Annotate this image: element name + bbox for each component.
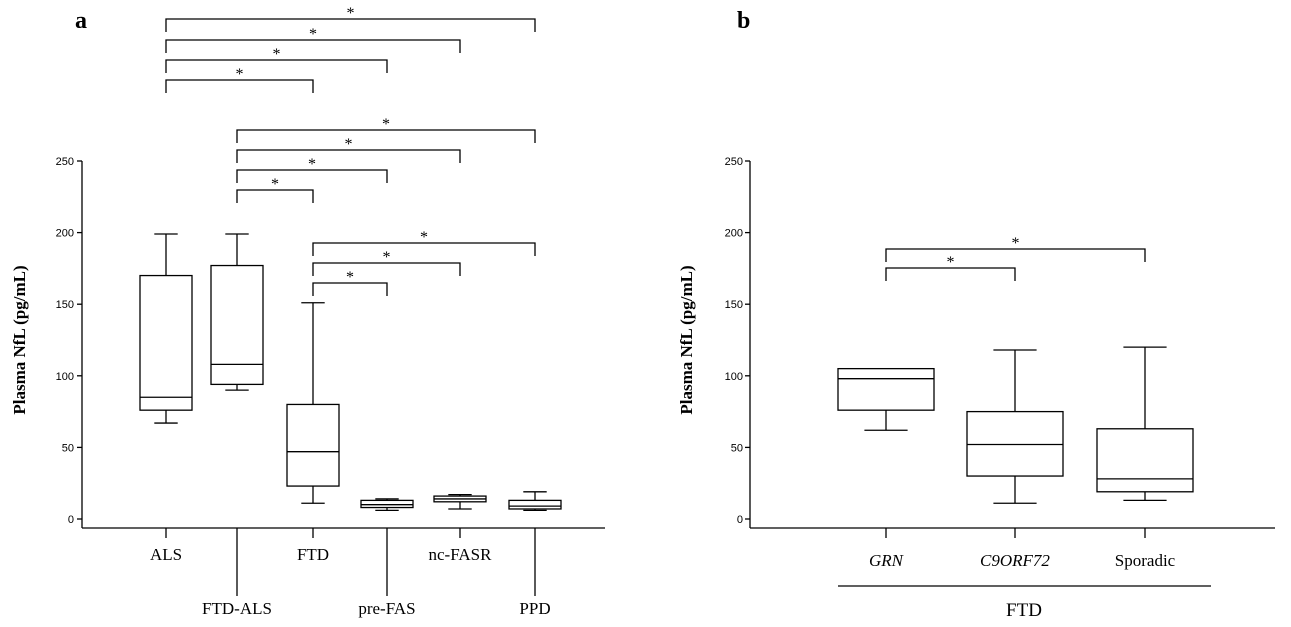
significance-bracket: * [312, 269, 388, 296]
category-label: C9ORF72 [980, 551, 1050, 570]
bracket-line [312, 282, 388, 296]
bracket-line [885, 267, 1016, 281]
bracket-line [312, 242, 536, 256]
significance-star: * [345, 136, 353, 153]
bracket-line [165, 18, 536, 32]
y-tick-label: 200 [725, 228, 743, 240]
y-tick-label: 250 [725, 156, 743, 168]
box-Sporadic [1096, 346, 1194, 502]
panel-b-boxes [837, 346, 1194, 504]
category-label: GRN [869, 551, 905, 570]
bracket-line [236, 129, 536, 143]
box-PPD [508, 491, 562, 512]
significance-bracket: * [885, 254, 1016, 281]
category-label: nc-FASR [429, 545, 493, 564]
significance-star: * [1012, 235, 1020, 252]
significance-star: * [308, 156, 316, 173]
box-pre-FAS [360, 498, 414, 512]
significance-star: * [236, 66, 244, 83]
y-tick-label: 0 [68, 514, 74, 526]
panel-b-category-labels: GRN C9ORF72 Sporadic [869, 551, 1176, 570]
iqr-box [286, 403, 340, 487]
y-tick-label: 50 [731, 442, 743, 454]
panel-a-axes: 0 50 100 150 200 250 [56, 156, 605, 538]
box-nc-FASR [433, 494, 487, 510]
box-FTD-ALS [210, 233, 264, 391]
y-tick-label: 250 [56, 156, 74, 168]
bracket-line [312, 262, 461, 276]
box-FTD [286, 302, 340, 504]
y-tick-label: 200 [56, 228, 74, 240]
iqr-box [508, 499, 562, 510]
panel-b-axes: 0 50 100 150 200 250 [725, 156, 1275, 538]
bracket-line [165, 39, 461, 53]
bracket-line [236, 189, 314, 203]
iqr-box [139, 274, 193, 411]
significance-star: * [273, 46, 281, 63]
bracket-line [165, 59, 388, 73]
significance-star: * [383, 249, 391, 266]
y-tick-label: 100 [56, 371, 74, 383]
y-tick-label: 150 [725, 299, 743, 311]
y-tick-label: 50 [62, 442, 74, 454]
category-label: pre-FAS [358, 599, 415, 618]
category-label: FTD-ALS [202, 599, 272, 618]
significance-star: * [346, 269, 354, 286]
iqr-box [360, 499, 414, 509]
significance-bracket: * [236, 136, 461, 163]
y-tick-label: 150 [56, 299, 74, 311]
significance-star: * [420, 229, 428, 246]
iqr-box [1096, 428, 1194, 493]
significance-star: * [947, 254, 955, 271]
box-ALS [139, 233, 193, 424]
y-tick-label: 0 [737, 514, 743, 526]
significance-bracket: * [165, 26, 461, 53]
panel-b-significance-brackets: ** [885, 235, 1146, 281]
significance-bracket: * [236, 156, 388, 183]
significance-bracket: * [236, 116, 536, 143]
category-label: Sporadic [1115, 551, 1176, 570]
y-tick-label: 100 [725, 371, 743, 383]
bracket-line [165, 79, 314, 93]
box-GRN [837, 367, 935, 431]
bracket-line [885, 248, 1146, 262]
significance-star: * [309, 26, 317, 43]
significance-bracket: * [312, 249, 461, 276]
panel-a-boxes [139, 233, 562, 512]
panel-a-y-axis-label: Plasma NfL (pg/mL) [10, 265, 29, 414]
significance-bracket: * [165, 66, 314, 93]
significance-bracket: * [236, 176, 314, 203]
panel-a-significance-brackets: * * * * * * * * * * * [165, 5, 536, 296]
iqr-box [966, 410, 1064, 477]
category-label: ALS [150, 545, 182, 564]
category-label: PPD [519, 599, 550, 618]
bracket-line [236, 169, 388, 183]
significance-bracket: * [885, 235, 1146, 262]
significance-bracket: * [312, 229, 536, 256]
significance-star: * [382, 116, 390, 133]
bracket-line [236, 149, 461, 163]
panel-b-label: b [737, 8, 750, 34]
panel-b-y-axis-label: Plasma NfL (pg/mL) [677, 265, 696, 414]
iqr-box [837, 367, 935, 411]
category-label: FTD [297, 545, 329, 564]
significance-bracket: * [165, 5, 536, 32]
significance-star: * [347, 5, 355, 22]
significance-bracket: * [165, 46, 388, 73]
box-C9ORF72 [966, 349, 1064, 504]
significance-star: * [271, 176, 279, 193]
iqr-box [210, 264, 264, 386]
panel-a-label: a [75, 8, 87, 34]
panel-b-group-label: FTD [1006, 600, 1042, 621]
panel-a-category-labels: ALS FTD-ALS FTD pre-FAS nc-FASR PPD [150, 538, 551, 618]
